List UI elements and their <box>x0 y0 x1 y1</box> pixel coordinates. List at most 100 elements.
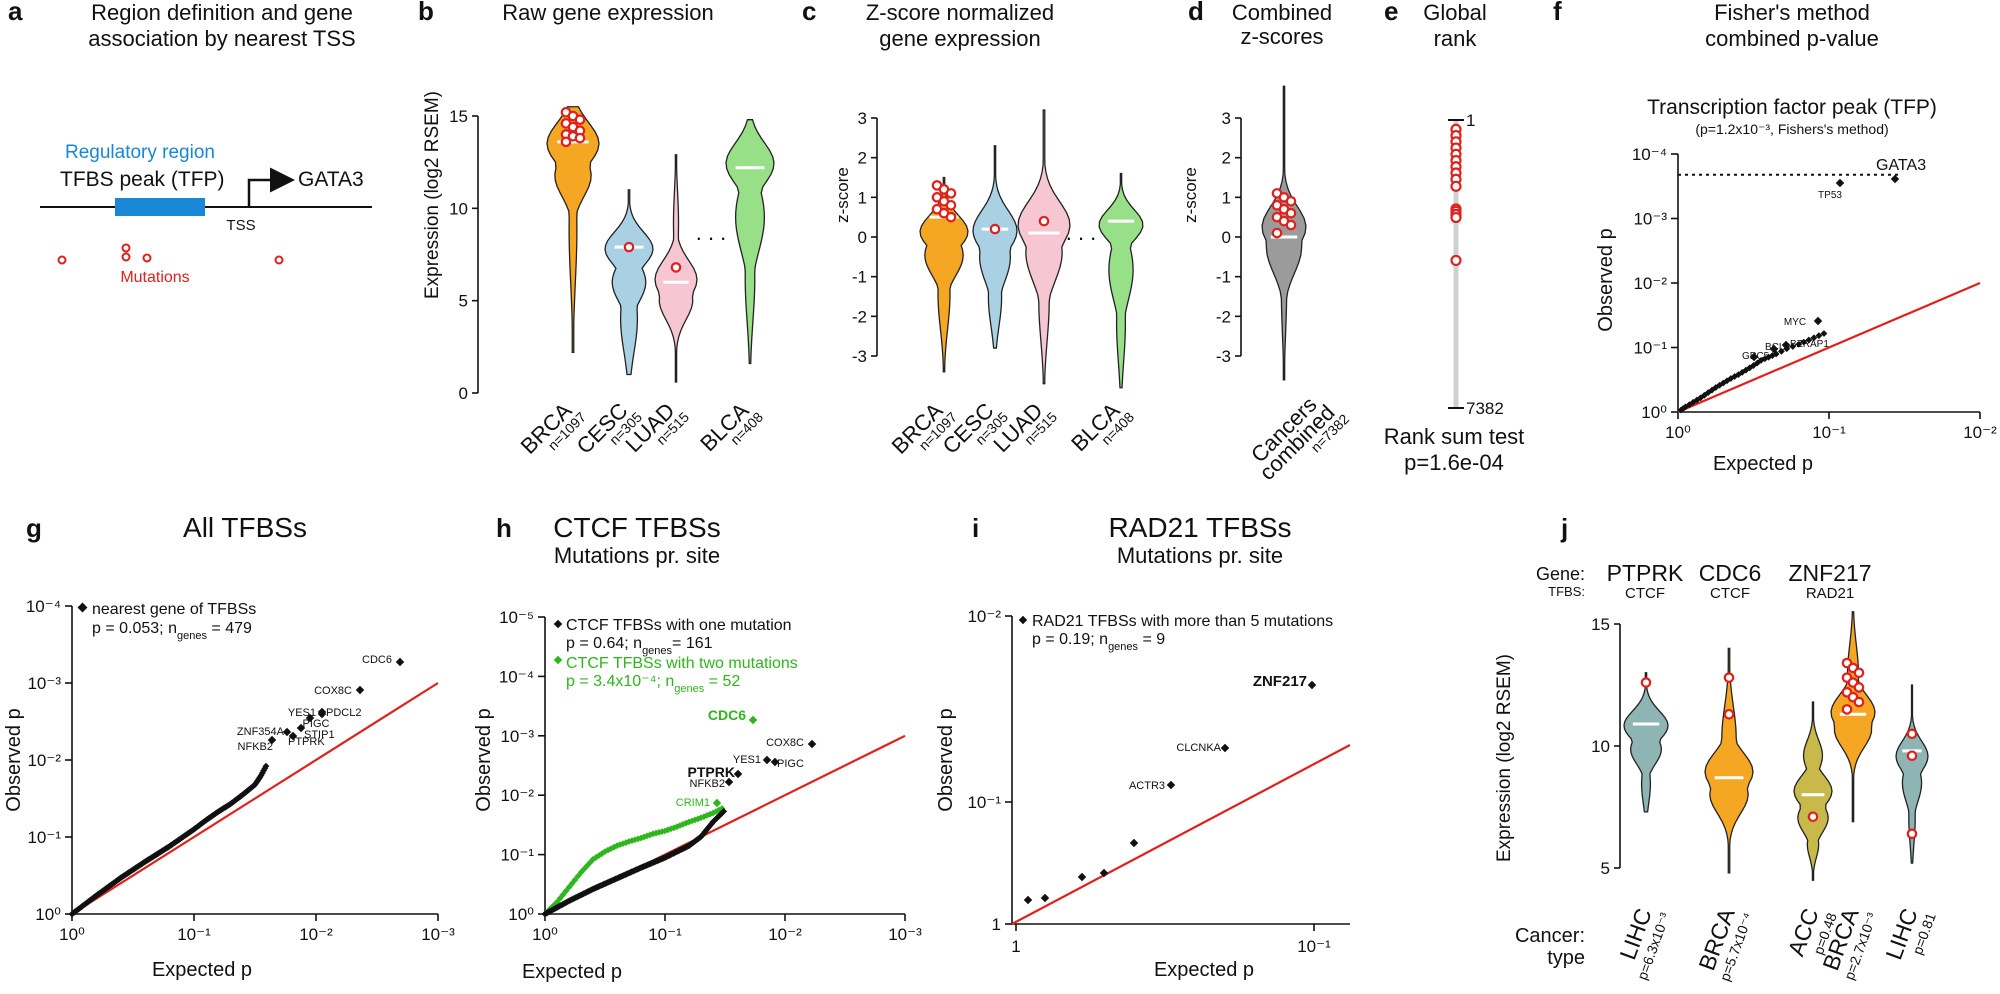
panel-d-title-line2: z-scores <box>1240 24 1323 49</box>
legend-marker-green <box>553 655 563 665</box>
tfbs-header: TFBS: <box>1548 584 1585 599</box>
point-label: PTPRK <box>688 764 735 780</box>
panel-c: c Z-score normalized gene expression z-s… <box>802 0 1144 459</box>
panel-b: b Raw gene expression Expression (log2 R… <box>418 0 775 459</box>
tfbs-name: RAD21 <box>1806 585 1854 602</box>
y-tick-label: 10⁻² <box>27 751 61 770</box>
y-tick-label: 15 <box>449 107 468 126</box>
rank-stat-line2: p=1.6e-04 <box>1404 450 1504 475</box>
panel-b-ylabel: Expression (log2 RSEM) <box>422 91 443 299</box>
y-tick-label: 10⁻² <box>500 786 534 805</box>
qq-point-nfkb2 <box>724 777 734 787</box>
qq-point-bzrap1 <box>1781 340 1791 350</box>
panel-e-title-line2: rank <box>1434 26 1478 51</box>
tfbs-name: CTCF <box>1625 585 1665 602</box>
violin-lihc <box>1895 684 1929 864</box>
mutation-markers <box>57 243 284 265</box>
panel-e: e Global rank 1 7382 Rank sum test p=1.6… <box>1384 0 1525 475</box>
point-label: ZNF217 <box>1253 673 1307 690</box>
y-tick-label: -2 <box>1216 307 1231 326</box>
y-tick-label: 1 <box>992 915 1001 934</box>
panel-i: i RAD21 TFBSs Mutations pr. site Expecte… <box>935 512 1351 981</box>
x-tick-label: 10⁻³ <box>421 925 455 944</box>
mutation-point <box>989 223 1001 235</box>
diagonal-line <box>71 682 439 915</box>
panel-d-title-line1: Combined <box>1232 0 1332 25</box>
violin-brca <box>546 106 600 354</box>
legend-h1-line1: CTCF TFBSs with one mutation <box>566 617 792 634</box>
point-label: CDC6 <box>362 654 392 666</box>
tfbs-peak-box <box>115 198 205 216</box>
point-label: NFKB2 <box>690 778 725 790</box>
mutation-point <box>1285 207 1297 219</box>
x-tick-label: 10⁻² <box>299 925 333 944</box>
y-tick-label: 0 <box>1222 228 1231 247</box>
panel-a-title-line1: Region definition and gene <box>91 0 353 25</box>
y-tick-label: 10⁻¹ <box>967 793 1001 812</box>
cancer-header-line1: Cancer: <box>1515 925 1585 947</box>
panel-i-ylabel: Observed p <box>935 708 957 811</box>
diagonal-line <box>1011 744 1351 925</box>
qq-point-bcl6 <box>1769 344 1779 354</box>
legend-i-line2: p = 0.19; ngenes = 9 <box>1032 631 1165 653</box>
gene-name: PTPRK <box>1607 560 1684 586</box>
mutation-point <box>945 188 957 199</box>
qq-point-stip1 <box>296 723 306 733</box>
legend-g-line1: nearest gene of TFBSs <box>92 601 256 618</box>
violin-brca <box>1704 647 1754 874</box>
qq-point <box>1789 343 1797 350</box>
tss-arrow <box>247 167 295 207</box>
point-label: PDCL2 <box>326 707 361 719</box>
y-tick-label: 10⁻¹ <box>500 846 534 865</box>
y-tick-label: 10⁻³ <box>1633 210 1667 229</box>
panel-h: h CTCF TFBSs Mutations pr. site Expected… <box>473 512 922 983</box>
y-tick-label: 10⁰ <box>35 905 61 924</box>
panel-c-title-line2: gene expression <box>879 26 1040 51</box>
ellipsis: . . . <box>696 220 727 245</box>
mutations-label: Mutations <box>120 269 189 286</box>
violin-luad <box>1017 109 1071 385</box>
panel-h-xlabel: Expected p <box>522 961 622 983</box>
tss-gene-label: GATA3 <box>298 168 364 191</box>
y-tick-label: 1 <box>858 188 867 207</box>
panel-d-ylabel: z-score <box>1181 167 1200 223</box>
panel-label-c: c <box>802 0 816 26</box>
panel-f-title-line2: combined p-value <box>1705 26 1879 51</box>
mutation-point <box>1906 750 1918 762</box>
rank-point <box>1450 254 1462 267</box>
panel-f-ylabel: Observed p <box>1595 228 1617 331</box>
point-label: ACTR3 <box>1129 780 1165 792</box>
panel-label-e: e <box>1384 0 1398 26</box>
point-label: PIGC <box>303 718 330 730</box>
x-tick-label: 10⁰ <box>1665 423 1691 442</box>
panel-label-i: i <box>972 513 979 543</box>
mutation-point <box>1853 667 1865 679</box>
panel-g-xlabel: Expected p <box>152 959 252 981</box>
panel-i-xlabel: Expected p <box>1154 959 1254 981</box>
qq-point <box>1810 334 1818 342</box>
point-label: CLCNKA <box>1176 742 1221 754</box>
point-label: GATA3 <box>1876 157 1926 174</box>
panel-g-plot: 10⁰ 10⁻¹ 10⁻² 10⁻³ 10⁰ 10⁻¹ 10⁻² 10⁻³ 10⁻⁴ CDC6 CO… <box>26 597 455 944</box>
legend-h1-line2: p = 0.64; ngenes= 161 <box>566 635 713 657</box>
mutation-point <box>1723 708 1735 720</box>
qq-point <box>1077 872 1087 882</box>
panel-i-legend: RAD21 TFBSs with more than 5 mutations p… <box>1018 613 1333 653</box>
rank-top-label: 1 <box>1466 111 1475 130</box>
legend-marker <box>77 602 88 613</box>
tfbs-name: CTCF <box>1710 585 1750 602</box>
panel-f-subtitle: Transcription factor peak (TFP) <box>1647 96 1937 119</box>
panel-i-subtitle: Mutations pr. site <box>1117 543 1283 568</box>
x-tick-label: 10⁻¹ <box>177 925 211 944</box>
panel-c-title-line1: Z-score normalized <box>866 0 1054 25</box>
rank-point <box>1450 211 1462 224</box>
legend-marker <box>1018 615 1028 625</box>
tss-label: TSS <box>226 217 255 234</box>
qq-point <box>1820 330 1828 337</box>
point-label: COX8C <box>766 737 804 749</box>
qq-point-cdc6 <box>748 715 758 725</box>
panel-c-ylabel: z-score <box>833 167 852 223</box>
gene-name: CDC6 <box>1699 560 1762 586</box>
